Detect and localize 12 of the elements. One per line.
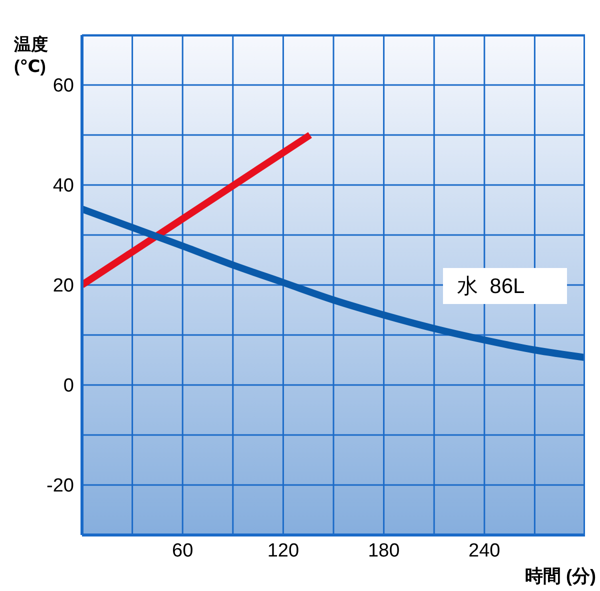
y-tick-label: 0	[63, 376, 74, 397]
x-tick-label: 180	[368, 540, 400, 562]
x-axis-title: 時間 (分)	[525, 565, 596, 588]
y-tick-label: 40	[52, 176, 74, 197]
y-tick-label: -20	[46, 476, 74, 497]
y-axis-title: 温度 (℃)	[14, 34, 48, 78]
x-tick-label: 120	[267, 540, 300, 562]
series-label: 水 86L	[443, 268, 567, 304]
y-tick-label: 60	[52, 76, 74, 97]
x-tick-label: 240	[468, 540, 500, 562]
x-tick-label: 60	[172, 540, 194, 562]
y-tick-label: 20	[52, 276, 74, 297]
